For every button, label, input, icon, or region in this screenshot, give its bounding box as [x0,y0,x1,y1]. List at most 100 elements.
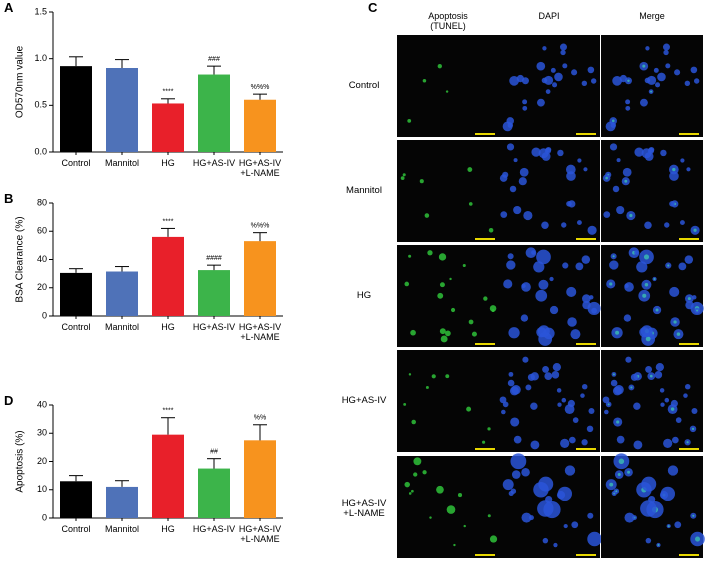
tunel-cell [408,373,412,376]
nucleus [625,105,631,111]
nucleus [692,295,697,300]
nucleus [582,294,591,303]
y-tick-label: 1.5 [34,6,47,16]
nucleus [581,383,588,390]
nucleus [575,262,584,271]
micrograph [397,245,499,347]
nucleus [518,177,527,186]
nucleus [507,122,514,128]
nucleus [654,371,663,379]
nucleus [604,409,609,415]
nucleus [587,512,594,519]
nucleus [625,99,631,105]
tunel-cell [424,213,430,218]
nucleus [571,521,579,529]
nucleus [684,255,694,264]
nucleus [551,371,560,379]
tunel-cell [425,385,429,389]
tunel-cell [450,307,456,313]
nucleus [634,250,639,255]
bar [244,440,276,518]
nucleus [660,486,676,502]
nucleus [541,152,551,161]
y-tick-label: 40 [37,254,47,264]
tunel-cell [410,329,416,336]
nucleus [612,76,622,86]
nucleus [535,289,548,302]
nucleus [500,211,508,218]
bar [152,103,184,152]
nucleus [655,363,664,372]
tunel-cell [440,335,448,343]
micrograph [498,35,600,137]
nucleus [553,542,558,548]
nucleus [566,286,577,298]
y-tick-label: 0 [42,512,47,522]
nucleus [639,98,648,107]
tunel-cell [643,254,650,260]
nucleus [675,417,682,423]
tunel-cell [431,374,436,379]
panel-label: B [4,191,14,206]
tunel-cell [408,254,412,258]
nucleus [647,147,654,154]
nucleus [664,222,670,228]
nucleus [634,147,644,157]
y-tick-label: 0.5 [34,100,47,110]
tunel-cell [630,386,633,389]
nucleus [674,521,682,529]
nucleus [633,402,641,410]
nucleus [541,221,549,230]
nucleus [502,479,514,491]
tunel-cell [653,277,656,280]
tunel-cell [618,458,625,465]
nucleus [525,384,532,391]
tunel-cell [649,374,653,378]
significance-label: %% [254,415,266,422]
tunel-cell [696,309,699,312]
column-header: DAPI [538,11,560,21]
tunel-cell [419,179,424,184]
tunel-cell [404,281,410,287]
nucleus [508,327,520,339]
nucleus [560,438,570,449]
tunel-cell [667,525,670,528]
nucleus [669,201,675,207]
nucleus [541,77,548,84]
tunel-cell [605,176,608,180]
nucleus [549,305,559,315]
scale-bar [475,448,495,450]
tunel-cell [437,292,444,299]
bar [106,68,138,152]
nucleus [570,329,581,340]
nucleus [571,69,578,76]
tunel-cell [673,320,677,324]
nucleus [503,279,513,289]
nucleus [616,435,625,444]
nucleus [679,220,685,226]
nucleus [522,99,528,105]
nucleus [636,261,648,273]
nucleus [521,467,530,477]
nucleus [544,75,554,85]
bar [244,241,276,316]
scale-bar [576,238,596,240]
tunel-cell [413,472,418,477]
micrograph [397,140,499,242]
micrograph [397,350,499,452]
nucleus [645,46,650,51]
nucleus [603,211,611,218]
tunel-cell [627,79,630,83]
nucleus [522,105,528,111]
scale-bar [475,238,495,240]
tunel-cell [411,489,414,493]
y-tick-label: 60 [37,226,47,236]
nucleus [563,523,568,529]
bar [198,270,230,316]
tunel-cell [617,473,621,477]
y-tick-label: 20 [37,282,47,292]
tunel-cell [615,490,618,493]
tunel-cell [624,179,628,183]
tunel-cell [402,173,406,177]
nucleus [616,205,625,215]
